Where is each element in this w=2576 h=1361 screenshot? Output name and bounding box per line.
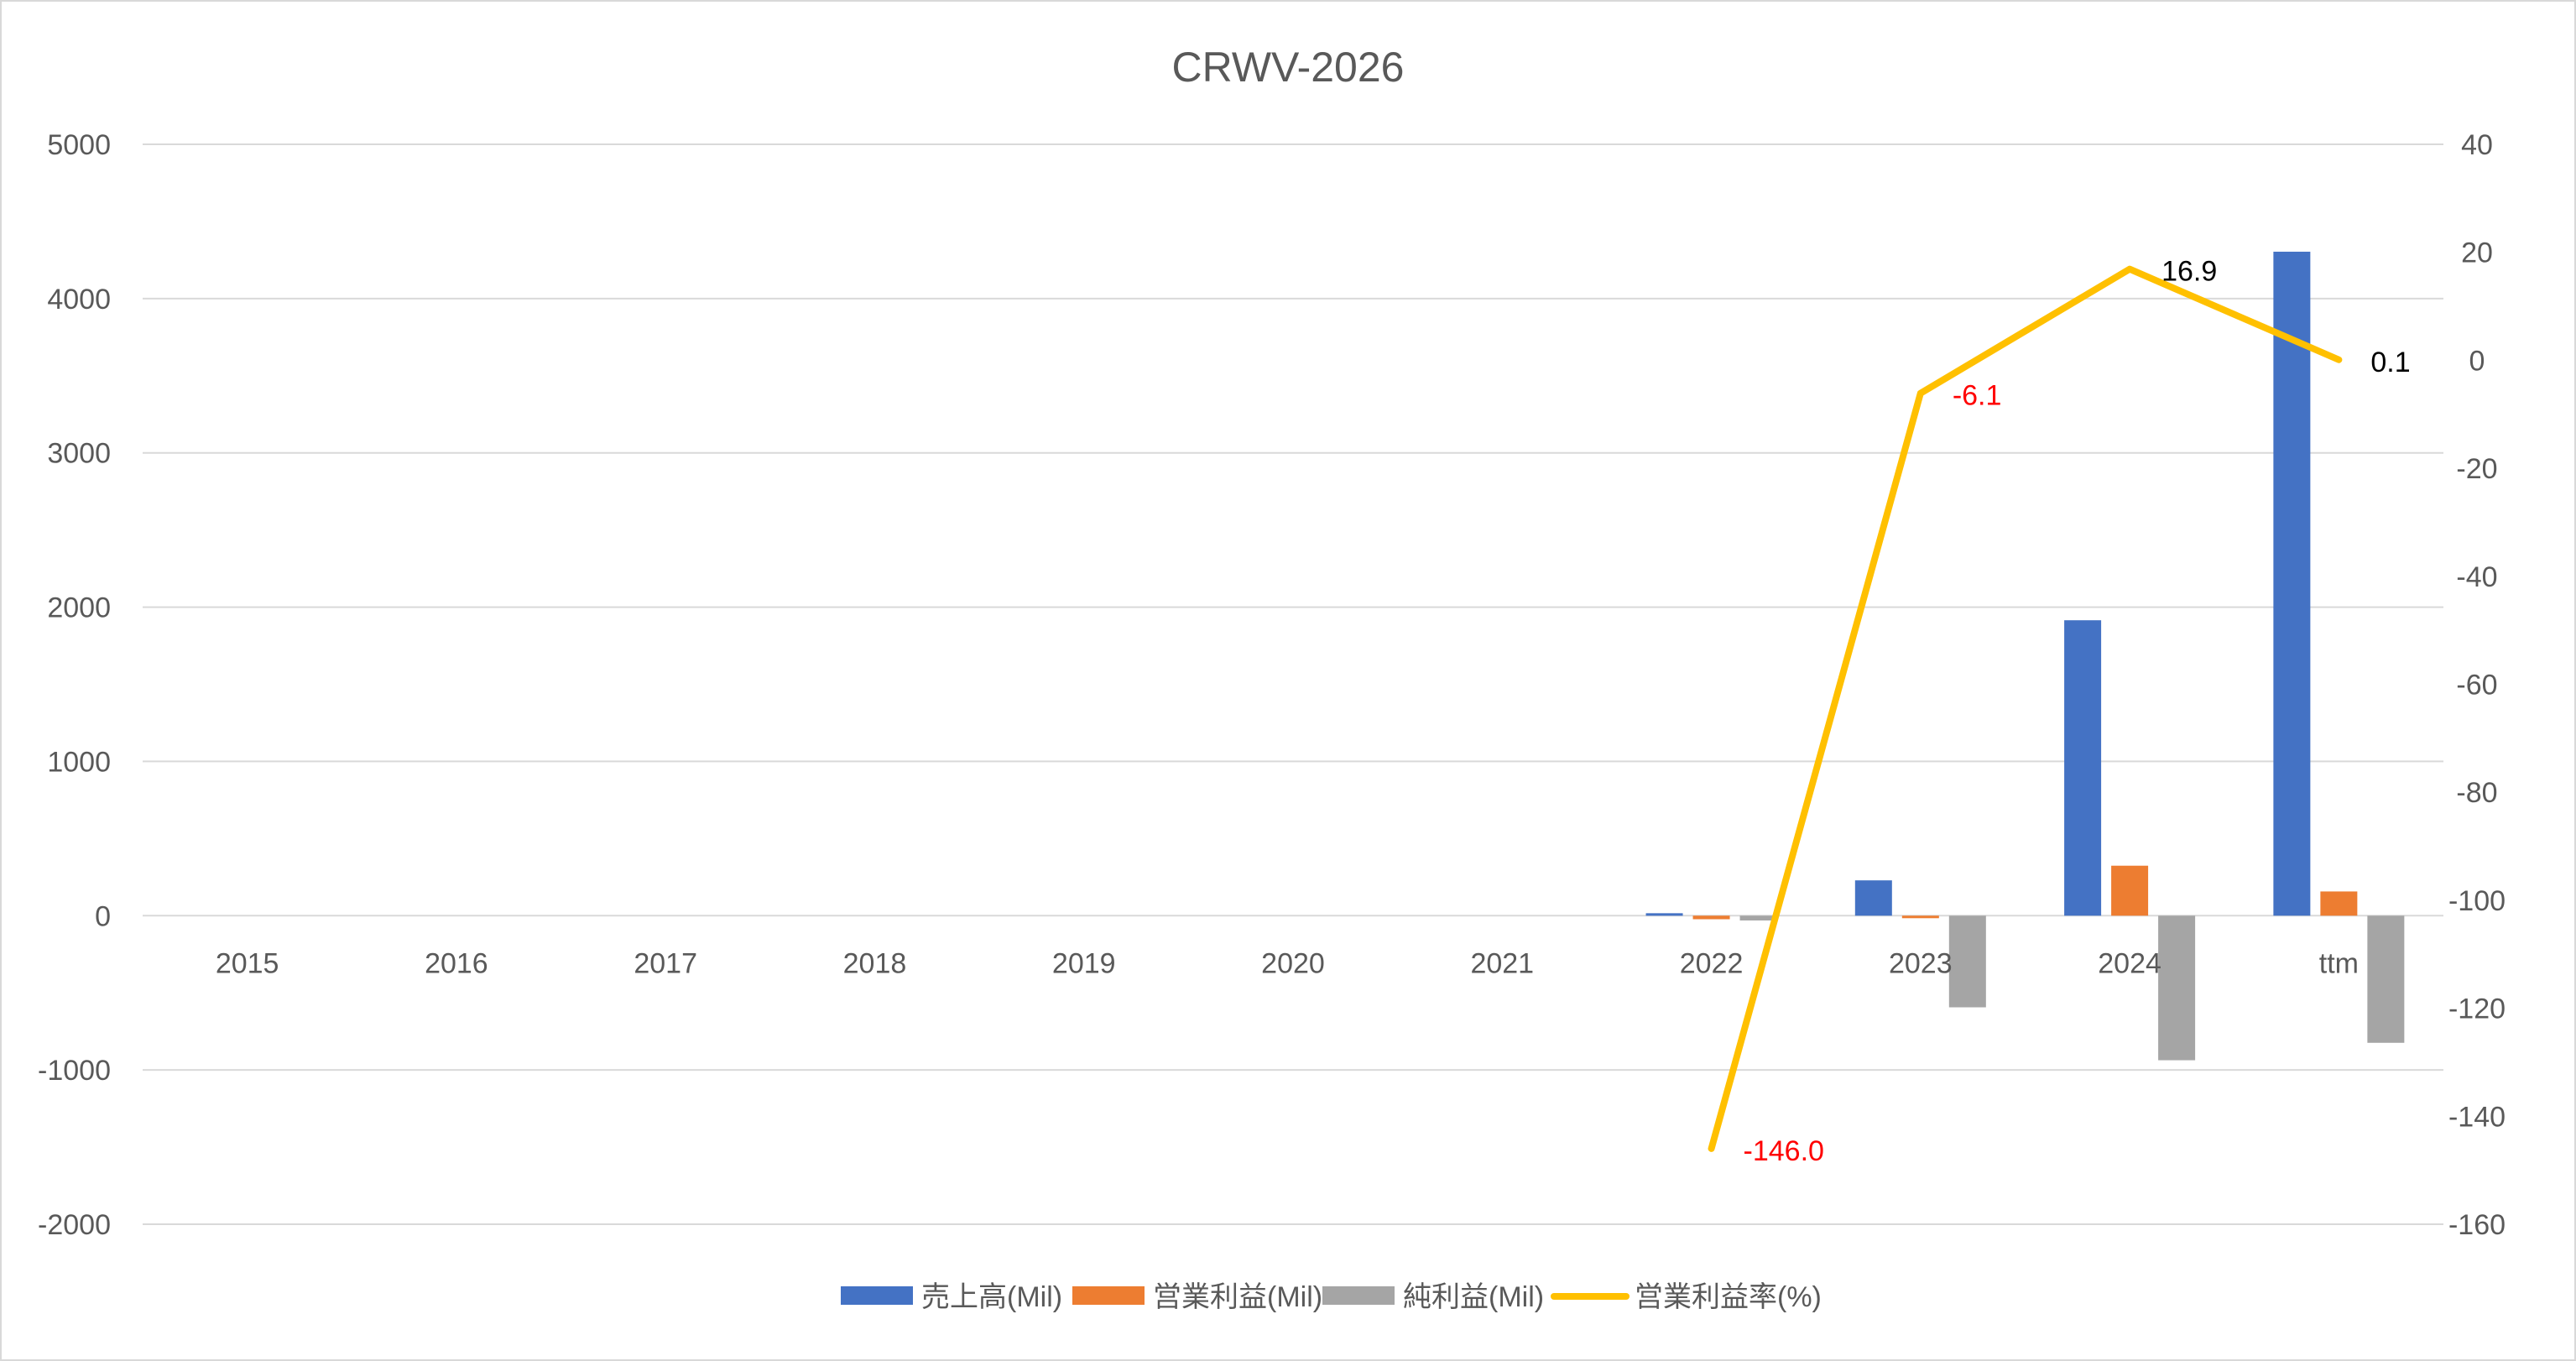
left-y-tick-label: -2000	[38, 1209, 111, 1241]
bar	[2320, 891, 2358, 916]
legend-label: 純利益(Mil)	[1403, 1281, 1544, 1313]
x-tick-label: 2019	[1052, 947, 1116, 979]
bar	[1854, 880, 1892, 916]
legend-swatch	[1322, 1286, 1395, 1305]
right-y-tick-label: 0	[2469, 345, 2485, 377]
right-y-tick-label: 40	[2461, 129, 2493, 161]
x-tick-label: 2017	[634, 947, 697, 979]
left-y-tick-label: 3000	[47, 438, 111, 470]
data-labels: -146.0 -6.1 16.9 0.1	[1744, 256, 2411, 1167]
right-y-tick-label: -60	[2456, 670, 2497, 701]
left-y-tick-label: -1000	[38, 1055, 111, 1087]
line-data-label: 16.9	[2161, 256, 2217, 288]
x-tick-label: 2024	[2098, 947, 2161, 979]
legend-swatch	[841, 1286, 913, 1305]
line-point	[2128, 267, 2132, 271]
bar	[1692, 915, 1730, 920]
left-y-tick-label: 0	[95, 900, 111, 932]
legend-label: 売上高(Mil)	[921, 1281, 1062, 1313]
right-y-tick-label: -120	[2448, 993, 2506, 1025]
x-tick-label: 2016	[425, 947, 488, 979]
x-tick-label: 2021	[1470, 947, 1534, 979]
line-series	[1708, 265, 2343, 1152]
left-y-tick-label: 4000	[47, 284, 111, 315]
x-tick-label: 2015	[216, 947, 279, 979]
left-y-axis-ticks: 5000 4000 3000 2000 1000 0 -1000 -2000	[38, 129, 111, 1241]
bar	[2111, 865, 2149, 916]
x-axis-ticks: 2015 2016 2017 2018 2019 2020 2021 2022 2023 2024…	[216, 947, 2359, 979]
right-y-axis-ticks: 40 20 0 -20 -40 -60 -80 -100 -120 -140 -160	[2448, 129, 2506, 1241]
line-point	[1709, 1146, 1713, 1150]
right-y-tick-label: -20	[2456, 453, 2497, 485]
x-tick-label: 2020	[1261, 947, 1325, 979]
bar	[1901, 915, 1939, 919]
bar-series	[1645, 251, 2405, 1061]
right-y-tick-label: -160	[2448, 1209, 2506, 1241]
chart-title: CRWV-2026	[1172, 44, 1405, 91]
bar	[2273, 251, 2311, 916]
legend-swatch	[1072, 1286, 1145, 1305]
right-y-tick-label: -40	[2456, 561, 2497, 593]
right-y-tick-label: 20	[2461, 237, 2493, 269]
line-data-label: -146.0	[1744, 1135, 1824, 1167]
left-y-tick-label: 2000	[47, 592, 111, 624]
gridlines	[143, 143, 2443, 1225]
x-tick-label: 2018	[843, 947, 907, 979]
x-tick-label: ttm	[2319, 947, 2359, 979]
bar	[2158, 915, 2196, 1061]
right-y-tick-label: -140	[2448, 1101, 2506, 1133]
right-y-tick-label: -80	[2456, 777, 2497, 809]
x-tick-label: 2022	[1680, 947, 1744, 979]
x-tick-label: 2023	[1889, 947, 1953, 979]
bar	[2064, 620, 2102, 916]
bar	[1948, 915, 1986, 1008]
legend-label: 営業利益率(%)	[1635, 1281, 1822, 1313]
line-series-path	[1708, 265, 2343, 1152]
line-point	[2337, 357, 2341, 362]
legend: 売上高(Mil) 営業利益(Mil) 純利益(Mil) 営業利益率(%)	[841, 1281, 1822, 1313]
bar	[1645, 913, 1683, 916]
right-y-tick-label: -100	[2448, 885, 2506, 917]
bar	[2367, 915, 2405, 1043]
legend-label: 営業利益(Mil)	[1153, 1281, 1322, 1313]
left-y-tick-label: 1000	[47, 746, 111, 778]
bar	[1739, 915, 1777, 920]
line-point	[1918, 391, 1922, 395]
left-y-tick-label: 5000	[47, 129, 111, 161]
line-data-label: -6.1	[1953, 380, 2002, 412]
line-data-label: 0.1	[2370, 347, 2410, 378]
